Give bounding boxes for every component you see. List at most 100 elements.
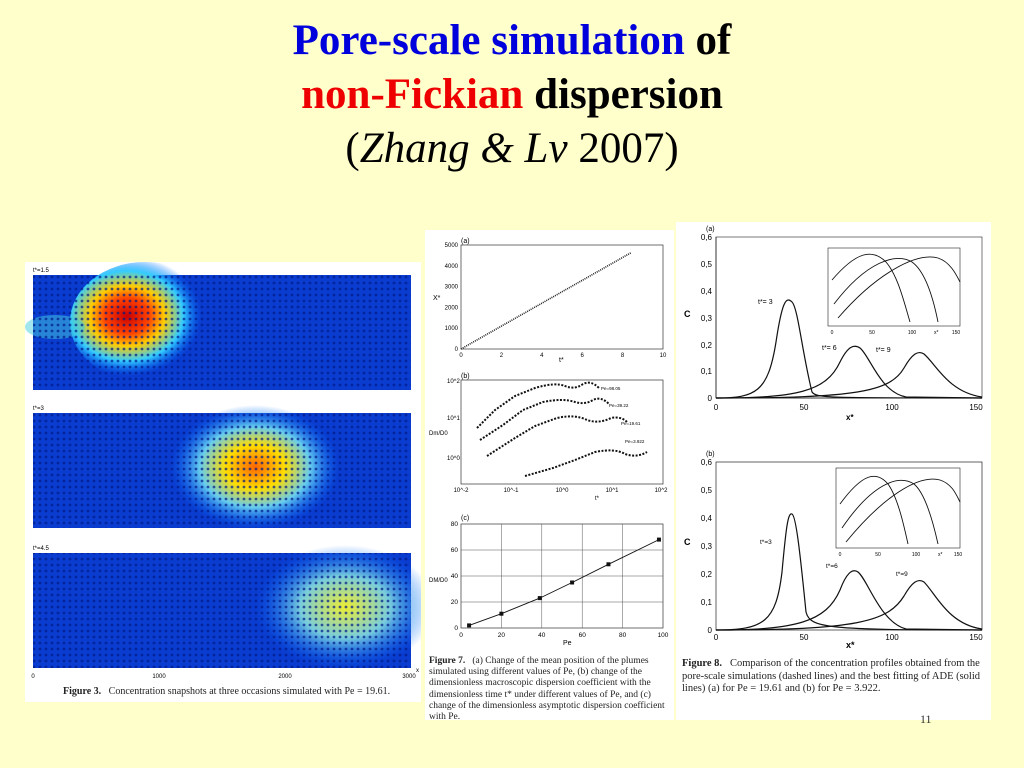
fig3-xtick-2: 2000 [278, 674, 292, 680]
fig8a-ylabel: C [684, 309, 691, 319]
fig7c-xtick: 80 [619, 632, 627, 639]
page-number: 11 [920, 712, 932, 726]
fig3-panel1-label: t*=1.5 [33, 268, 50, 274]
fig8b-inset-xtick-0: 0 [839, 552, 842, 558]
figure8-caption: Figure 8. Comparison of the concentratio… [682, 658, 986, 696]
fig8b-curve-2 [715, 570, 983, 631]
fig8a-curve-label-0: t*= 3 [758, 299, 773, 306]
fig7b-series-4 [524, 449, 648, 477]
fig7b-series-1 [476, 381, 600, 429]
fig7c-xtick: 100 [658, 632, 669, 639]
fig7c-point [537, 596, 542, 601]
figure3-caption-text: Concentration snapshots at three occasio… [108, 686, 391, 697]
fig8a-inset-xtick-2: 100 [908, 330, 917, 336]
figure3-caption-label: Figure 3. [63, 686, 102, 697]
fig7a-ytick: 4000 [445, 264, 459, 270]
fig8b-xtick-3: 150 [969, 633, 983, 642]
fig7b-ytick-2: 10^2 [447, 379, 460, 385]
fig8a-ytick-0: 0 [708, 394, 713, 403]
title-open: ( [345, 125, 360, 172]
fig7b-chart: (b) Dm/D0 t* 10^2 10^1 10^0 10^-2 10^-1 … [429, 373, 668, 502]
fig8b-ytick-0: 0 [708, 626, 713, 635]
figure3-panel: t*=1.5 t*=3 t*=4.5 0 1000 2000 3000 x Fi… [25, 262, 435, 702]
fig7c-ytick: 20 [451, 599, 459, 606]
fig7a-xtick: 0 [459, 353, 463, 359]
figure7-panel: (a) X* t* 0 1000 2000 3000 4000 5000 0 2 4 6 8 10 (… [425, 230, 674, 723]
title-part2: of [695, 17, 732, 64]
fig7c-label: (c) [461, 515, 469, 522]
fig7a-ytick: 3000 [445, 285, 459, 291]
fig7b-series-label-0: Pe=98.05 [601, 386, 621, 391]
fig7a-xtick: 4 [540, 353, 544, 359]
fig8b-inset-xtick-2: 100 [912, 552, 921, 558]
fig8a-ytick-3: 0,3 [701, 314, 713, 323]
fig7a-xtick: 2 [500, 353, 504, 359]
fig8a-curve-1 [715, 299, 983, 399]
fig7b-series-label-3: Pe=3.922 [625, 439, 645, 444]
fig8a-xtick-2: 100 [885, 403, 899, 412]
fig7c-point [606, 562, 611, 567]
fig8b-xtick-2: 100 [885, 633, 899, 642]
fig7c-xtick: 0 [459, 632, 463, 639]
figure8-panel: (a) C x* 0,6 0,5 0,4 0,3 0,2 0,1 0 0 50 … [676, 222, 991, 720]
fig8a-chart: (a) C x* 0,6 0,5 0,4 0,3 0,2 0,1 0 0 50 … [684, 226, 983, 422]
fig8b-curve-label-1: t*=6 [826, 563, 838, 570]
title-part3: non-Fickian [301, 71, 524, 118]
fig8a-curve-2 [715, 345, 983, 399]
fig7c-xtick: 20 [498, 632, 506, 639]
title-year: 2007) [578, 125, 679, 172]
fig3-xtick-3: 3000 [402, 674, 416, 680]
fig8b-ytick-2: 0,2 [701, 570, 713, 579]
fig8b-xlabel: x* [846, 640, 855, 650]
figure7-caption-text: (a) Change of the mean position of the p… [429, 656, 665, 723]
title-part4: dispersion [534, 71, 723, 118]
fig7b-series-label-2: Pe=19.61 [621, 421, 641, 426]
fig8b-curve-label-0: t*=3 [760, 539, 772, 546]
fig8a-inset-xtick-1: 50 [869, 330, 875, 336]
fig8b-ytick-4: 0,4 [701, 514, 713, 523]
fig8a-ytick-1: 0,1 [701, 367, 713, 376]
fig8b-xtick-0: 0 [714, 633, 719, 642]
fig8a-ytick-6: 0,6 [701, 233, 713, 242]
fig8a-ytick-2: 0,2 [701, 341, 713, 350]
fig7c-point [656, 537, 661, 542]
fig8a-inset-xtick-0: 0 [831, 330, 834, 336]
fig7b-ytick-1: 10^1 [447, 416, 460, 422]
fig8b-xtick-1: 50 [800, 633, 809, 642]
fig8a-xtick-1: 50 [800, 403, 809, 412]
fig7b-xtick-1: 10^-1 [504, 488, 519, 494]
fig8b-label: (b) [706, 451, 715, 458]
fig8b-inset-xlabel: x* [938, 552, 943, 558]
fig7a-ytick: 2000 [445, 305, 459, 311]
fig7b-series-label-1: Pe=39.22 [609, 403, 629, 408]
fig7b-ytick-0: 10^0 [447, 456, 460, 462]
fig3-panel2-label: t*=3 [33, 406, 45, 412]
fig8a-curve-label-2: t*= 9 [876, 347, 891, 354]
fig7b-xtick-3: 10^1 [606, 488, 619, 494]
fig7c-xtick: 60 [579, 632, 587, 639]
fig7a-xtick: 8 [621, 353, 625, 359]
slide-title: Pore-scale simulation of non-Fickian dis… [0, 14, 1024, 176]
fig7c-chart: (c) DM/D0 Pe 0 20 40 60 80 0 20 40 60 80 100 [429, 515, 669, 647]
fig8b-curve-3 [715, 579, 983, 631]
fig7a-ytick: 5000 [445, 243, 459, 249]
figure3-caption: Figure 3. Concentration snapshots at thr… [63, 686, 423, 698]
fig7c-ytick: 0 [454, 625, 458, 632]
fig7a-label: (a) [461, 238, 470, 245]
fig8b-ytick-1: 0,1 [701, 598, 713, 607]
fig7c-xlabel: Pe [563, 640, 572, 647]
fig7c-ytick: 60 [451, 547, 459, 554]
fig7b-xtick-2: 10^0 [556, 488, 569, 494]
fig7c-point [499, 611, 504, 616]
figure7-caption: Figure 7. (a) Change of the mean positio… [429, 656, 671, 723]
fig3-xtick-0: 0 [31, 674, 35, 680]
fig7c-point [570, 580, 575, 585]
fig8a-xtick-3: 150 [969, 403, 983, 412]
figure8-caption-label: Figure 8. [682, 658, 723, 669]
fig8a-ytick-5: 0,5 [701, 260, 713, 269]
fig7b-xtick-4: 10^2 [655, 488, 668, 494]
fig8a-curve-3 [715, 351, 983, 399]
fig8b-inset-xtick-3: 150 [954, 552, 963, 558]
fig8a-inset-xtick-3: 150 [952, 330, 961, 336]
fig8a-ytick-4: 0,4 [701, 287, 713, 296]
